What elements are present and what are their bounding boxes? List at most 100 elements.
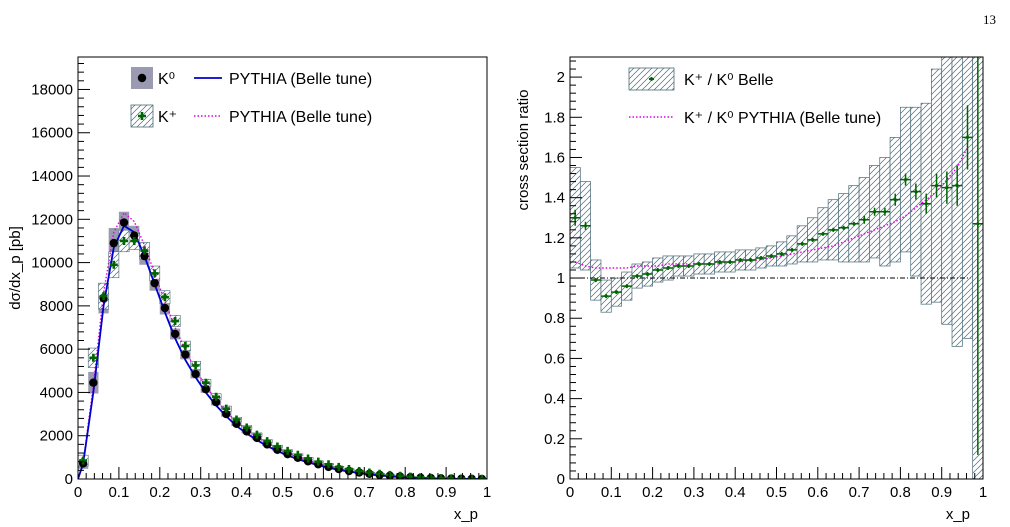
x-tick-label: 0.2 bbox=[149, 484, 170, 501]
kplus-data-point bbox=[263, 437, 272, 446]
x-tick-label: 0.5 bbox=[766, 484, 787, 501]
right-data-points bbox=[570, 57, 983, 455]
kplus-data-point bbox=[99, 292, 108, 301]
x-tick-label: 0.6 bbox=[313, 484, 334, 501]
k0-data-point bbox=[181, 350, 190, 359]
x-tick-label: 0.9 bbox=[931, 484, 952, 501]
x-tick-label: 0.7 bbox=[849, 484, 870, 501]
right-x-axis-label: x_p bbox=[946, 506, 970, 523]
left-legend: K⁰ PYTHIA (Belle tune) K⁺ PYTHIA (Belle … bbox=[130, 67, 372, 128]
kplus-data-point bbox=[365, 468, 374, 477]
y-tick-label: 1.4 bbox=[544, 190, 565, 207]
kplus-data-point bbox=[120, 236, 129, 245]
y-tick-label: 1.6 bbox=[544, 149, 565, 166]
kplus-data-point bbox=[150, 269, 159, 278]
x-tick-label: 0.1 bbox=[601, 484, 622, 501]
kplus-data-point bbox=[212, 392, 221, 401]
y-tick-label: 8000 bbox=[40, 298, 73, 315]
k0-data-point bbox=[160, 303, 170, 313]
ratio-marker-dot bbox=[718, 260, 722, 264]
left-y-axis-label: dσ/dx_p [pb] bbox=[7, 226, 24, 309]
y-tick-label: 0.2 bbox=[544, 431, 565, 448]
x-tick-label: 0.8 bbox=[395, 484, 416, 501]
y-tick-label: 1.8 bbox=[544, 109, 565, 126]
legend-pythia-kplus-label: PYTHIA (Belle tune) bbox=[229, 109, 372, 126]
ratio-marker-dot bbox=[769, 254, 773, 258]
page-number: 13 bbox=[983, 12, 996, 27]
left-data-points bbox=[78, 218, 487, 479]
y-tick-label: 0.4 bbox=[544, 391, 565, 408]
ratio-marker-dot bbox=[583, 224, 588, 228]
ratio-marker-dot bbox=[604, 294, 608, 298]
ratio-marker-dot bbox=[976, 222, 980, 226]
kplus-data-point bbox=[304, 454, 313, 463]
y-tick-label: 0.8 bbox=[544, 310, 565, 327]
y-tick-label: 2 bbox=[557, 69, 565, 86]
ratio-marker-dot bbox=[656, 268, 660, 272]
kplus-data-point bbox=[314, 457, 323, 466]
kplus-data-point bbox=[171, 317, 180, 326]
x-tick-label: 0.2 bbox=[642, 484, 663, 501]
ratio-marker-dot bbox=[759, 256, 763, 260]
kplus-data-point bbox=[252, 430, 261, 439]
kplus-data-point bbox=[273, 442, 282, 451]
ratio-marker-dot bbox=[614, 290, 619, 294]
ratio-marker-dot bbox=[728, 260, 732, 264]
right-y-axis-label: cross section ratio bbox=[515, 90, 532, 211]
ratio-marker-dot bbox=[934, 184, 939, 188]
x-tick-label: 0.7 bbox=[354, 484, 375, 501]
ratio-marker-dot bbox=[914, 190, 918, 194]
ratio-marker-dot bbox=[790, 248, 794, 252]
kplus-data-point bbox=[130, 236, 139, 245]
k0-data-point bbox=[109, 238, 118, 248]
x-tick-label: 0 bbox=[566, 484, 574, 501]
kplus-data-point bbox=[181, 341, 190, 350]
kplus-data-point bbox=[416, 473, 425, 479]
kplus-data-point bbox=[283, 446, 292, 455]
ratio-marker-dot bbox=[645, 272, 650, 276]
kplus-data-point bbox=[109, 260, 118, 269]
x-tick-label: 0.5 bbox=[272, 484, 293, 501]
ratio-marker-dot bbox=[831, 228, 835, 232]
k0-data-point bbox=[89, 378, 98, 387]
ratio-marker-dot bbox=[625, 284, 629, 288]
y-tick-label: 0 bbox=[65, 471, 73, 488]
kplus-data-point bbox=[293, 450, 302, 459]
kplus-data-point bbox=[375, 469, 384, 478]
y-tick-label: 2000 bbox=[40, 428, 73, 445]
right-pythia-curve bbox=[574, 147, 969, 269]
ratio-marker-dot bbox=[687, 264, 691, 268]
kplus-data-point bbox=[140, 246, 149, 255]
ratio-marker-dot bbox=[924, 202, 928, 206]
kplus-data-point bbox=[324, 460, 333, 469]
ratio-marker-dot bbox=[965, 135, 970, 139]
y-tick-label: 6000 bbox=[40, 341, 73, 358]
legend-ratio-label: K⁺ / K⁰ Belle bbox=[684, 72, 774, 89]
y-tick-label: 1 bbox=[557, 270, 565, 287]
k0-data-point bbox=[201, 384, 211, 394]
x-tick-label: 0.4 bbox=[725, 484, 746, 501]
kplus-data-point bbox=[191, 361, 200, 370]
kplus-data-point bbox=[344, 465, 353, 474]
legend-pythia-k0-label: PYTHIA (Belle tune) bbox=[229, 71, 372, 88]
x-tick-label: 0 bbox=[74, 484, 82, 501]
y-tick-label: 0.6 bbox=[544, 350, 565, 367]
y-tick-label: 14000 bbox=[31, 168, 73, 185]
y-tick-label: 10000 bbox=[31, 255, 73, 272]
right-axes: 0 0.1 0.2 0.3 0.4 0.5 0.6 0.7 0.8 0.9 1 0 0.2 0.4 0.6 0… bbox=[544, 60, 987, 501]
kplus-data-point bbox=[385, 470, 394, 479]
left-x-axis-label: x_p bbox=[454, 506, 478, 523]
legend-k0-marker bbox=[137, 73, 147, 83]
ratio-marker-dot bbox=[707, 262, 711, 266]
ratio-marker-dot bbox=[666, 266, 670, 270]
left-uncertainty-bands bbox=[78, 211, 487, 479]
kplus-data-point bbox=[201, 378, 210, 387]
x-tick-label: 0.9 bbox=[436, 484, 457, 501]
ratio-marker-dot bbox=[676, 264, 681, 268]
ratio-marker-dot bbox=[955, 184, 959, 188]
x-tick-label: 1 bbox=[979, 484, 987, 501]
ratio-marker-dot bbox=[872, 210, 877, 214]
left-axes: 0 0.1 0.2 0.3 0.4 0.5 0.6 0.7 0.8 0.9 1 0 2000 4000 60… bbox=[31, 62, 491, 501]
k0-data-point bbox=[170, 329, 180, 339]
kplus-data-point bbox=[79, 456, 88, 465]
